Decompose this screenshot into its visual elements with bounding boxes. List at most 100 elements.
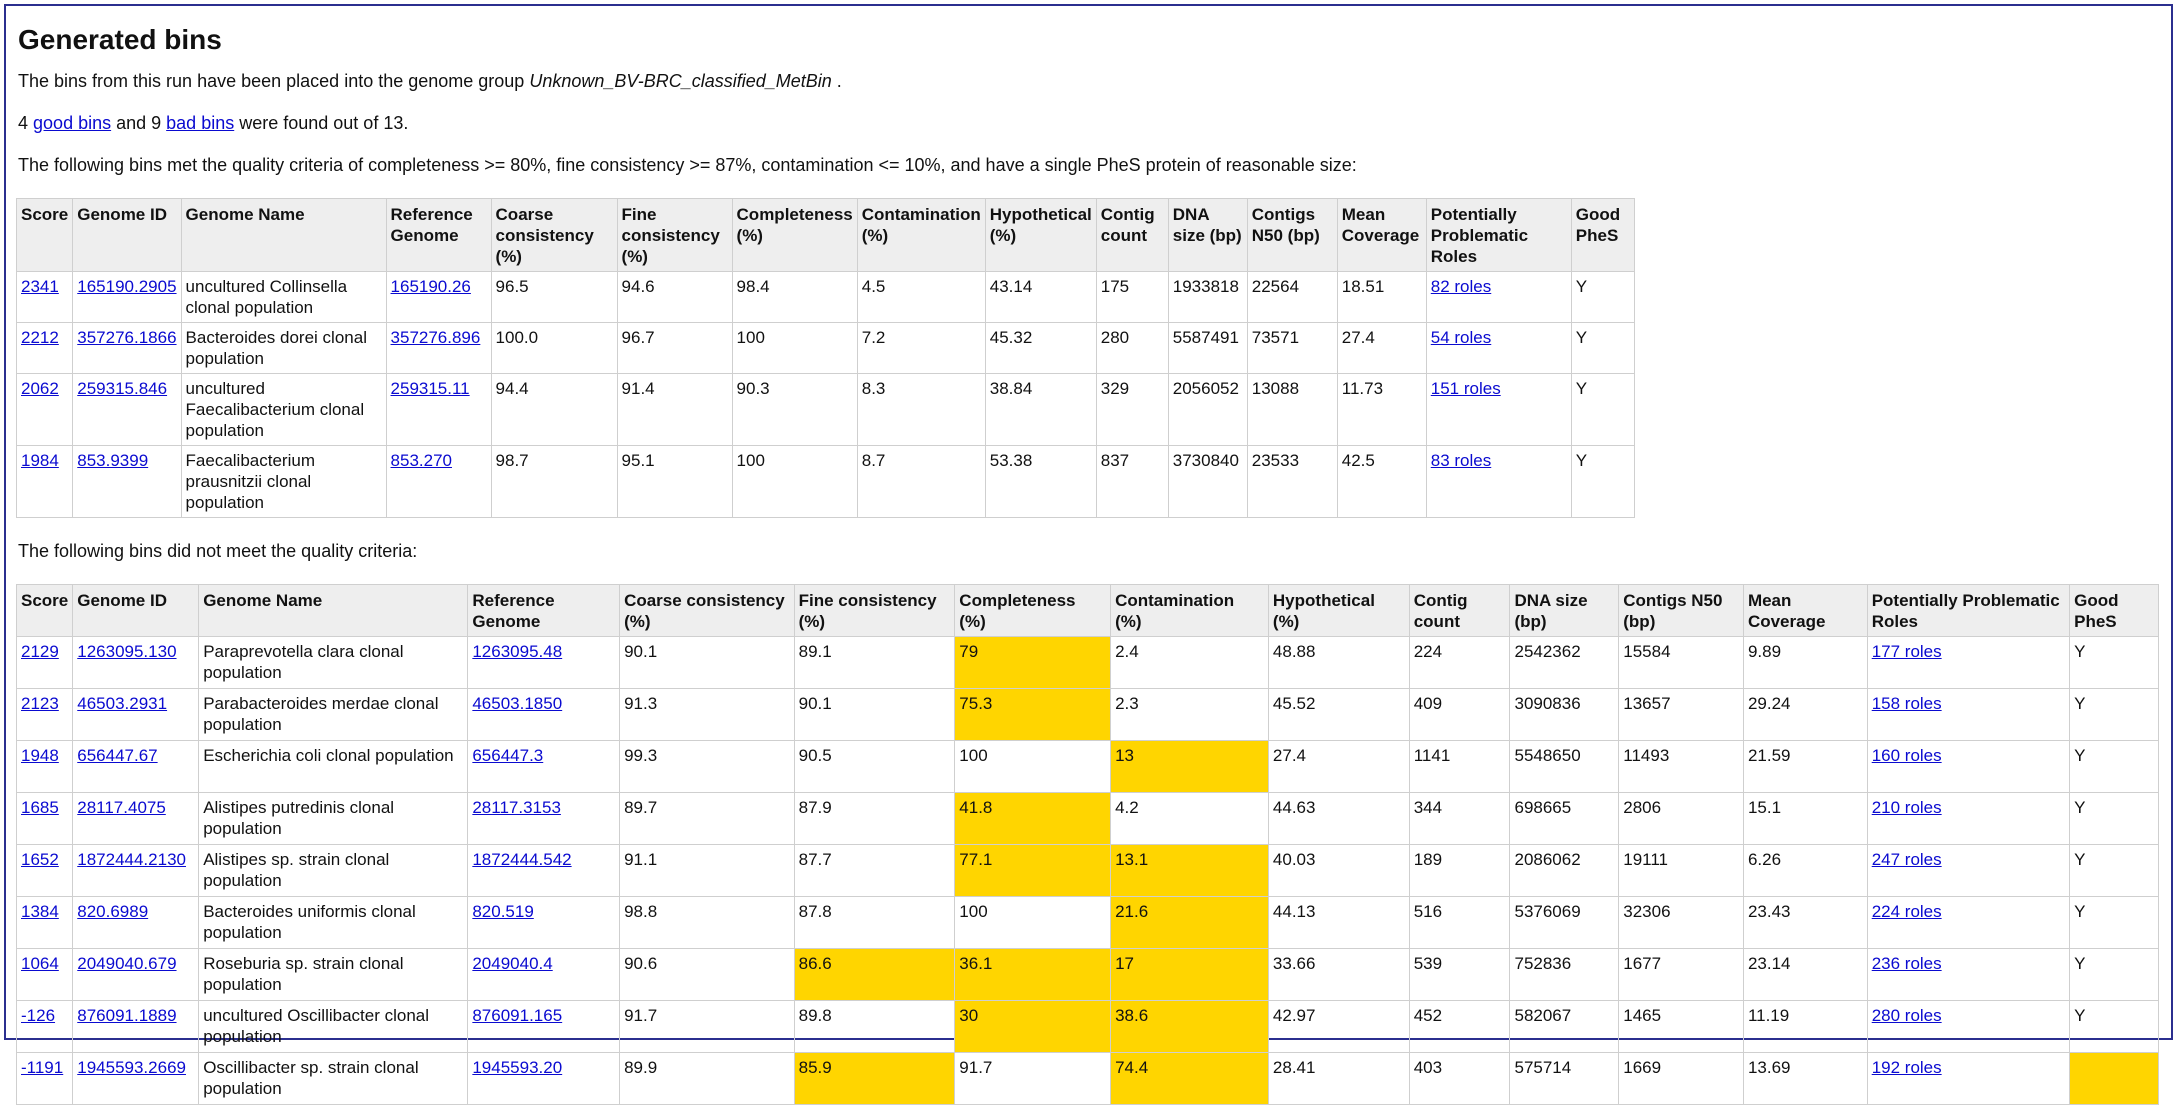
cell-problematic-roles[interactable]: 192 roles — [1866, 1052, 2071, 1105]
reference-genome-link[interactable]: 1872444.542 — [472, 850, 572, 869]
score-link[interactable]: 2123 — [21, 694, 59, 713]
cell-problematic-roles[interactable]: 82 roles — [1425, 271, 1572, 323]
good-bins-link[interactable]: good bins — [33, 113, 112, 133]
genome-id-link[interactable]: 1263095.130 — [77, 642, 177, 661]
cell-genome-id[interactable]: 876091.1889 — [72, 1000, 200, 1053]
cell-reference-genome[interactable]: 1945593.20 — [467, 1052, 621, 1105]
genome-id-link[interactable]: 820.6989 — [77, 902, 149, 921]
cell-genome-id[interactable]: 820.6989 — [72, 896, 200, 949]
cell-problematic-roles[interactable]: 160 roles — [1866, 740, 2071, 793]
cell-reference-genome[interactable]: 259315.11 — [385, 373, 492, 446]
problematic-roles-link[interactable]: 192 roles — [1871, 1058, 1942, 1077]
cell-score[interactable]: 1685 — [15, 792, 74, 845]
reference-genome-link[interactable]: 46503.1850 — [472, 694, 563, 713]
problematic-roles-link[interactable]: 82 roles — [1430, 277, 1492, 296]
cell-reference-genome[interactable]: 28117.3153 — [467, 792, 621, 845]
reference-genome-link[interactable]: 28117.3153 — [472, 798, 561, 817]
cell-problematic-roles[interactable]: 224 roles — [1866, 896, 2071, 949]
cell-reference-genome[interactable]: 1263095.48 — [467, 636, 621, 689]
cell-genome-id[interactable]: 1263095.130 — [72, 636, 200, 689]
cell-genome-id[interactable]: 357276.1866 — [72, 322, 182, 374]
cell-reference-genome[interactable]: 820.519 — [467, 896, 621, 949]
reference-genome-link[interactable]: 165190.26 — [390, 277, 471, 296]
reference-genome-link[interactable]: 2049040.4 — [472, 954, 553, 973]
score-link[interactable]: -1191 — [21, 1058, 64, 1077]
reference-genome-link[interactable]: 820.519 — [472, 902, 534, 921]
cell-reference-genome[interactable]: 853.270 — [385, 445, 492, 518]
genome-id-link[interactable]: 876091.1889 — [77, 1006, 177, 1025]
cell-score[interactable]: 1384 — [15, 896, 74, 949]
score-link[interactable]: 2129 — [21, 642, 59, 661]
cell-problematic-roles[interactable]: 177 roles — [1866, 636, 2071, 689]
cell-genome-id[interactable]: 28117.4075 — [72, 792, 200, 845]
problematic-roles-link[interactable]: 160 roles — [1871, 746, 1942, 765]
problematic-roles-link[interactable]: 83 roles — [1430, 451, 1492, 470]
cell-problematic-roles[interactable]: 83 roles — [1425, 445, 1572, 518]
genome-id-link[interactable]: 357276.1866 — [77, 328, 177, 347]
reference-genome-link[interactable]: 876091.165 — [472, 1006, 563, 1025]
cell-score[interactable]: 2212 — [15, 322, 74, 374]
cell-score[interactable]: 1984 — [15, 445, 74, 518]
score-link[interactable]: -126 — [21, 1006, 56, 1025]
genome-id-link[interactable]: 28117.4075 — [77, 798, 166, 817]
cell-reference-genome[interactable]: 1872444.542 — [467, 844, 621, 897]
cell-genome-id[interactable]: 1945593.2669 — [72, 1052, 200, 1105]
cell-score[interactable]: 1064 — [15, 948, 74, 1001]
genome-id-link[interactable]: 2049040.679 — [77, 954, 177, 973]
genome-id-link[interactable]: 853.9399 — [77, 451, 149, 470]
score-link[interactable]: 1685 — [21, 798, 59, 817]
score-link[interactable]: 1384 — [21, 902, 59, 921]
problematic-roles-link[interactable]: 236 roles — [1871, 954, 1942, 973]
cell-genome-id[interactable]: 656447.67 — [72, 740, 200, 793]
cell-problematic-roles[interactable]: 54 roles — [1425, 322, 1572, 374]
cell-score[interactable]: 2062 — [15, 373, 74, 446]
cell-genome-id[interactable]: 853.9399 — [72, 445, 182, 518]
cell-reference-genome[interactable]: 165190.26 — [385, 271, 492, 323]
score-link[interactable]: 1652 — [21, 850, 59, 869]
cell-score[interactable]: -1191 — [15, 1052, 74, 1105]
cell-genome-id[interactable]: 259315.846 — [72, 373, 182, 446]
problematic-roles-link[interactable]: 210 roles — [1871, 798, 1942, 817]
cell-reference-genome[interactable]: 2049040.4 — [467, 948, 621, 1001]
cell-reference-genome[interactable]: 357276.896 — [385, 322, 492, 374]
problematic-roles-link[interactable]: 54 roles — [1430, 328, 1492, 347]
genome-id-link[interactable]: 1945593.2669 — [77, 1058, 186, 1077]
score-link[interactable]: 2212 — [21, 328, 59, 347]
genome-id-link[interactable]: 656447.67 — [77, 746, 158, 765]
reference-genome-link[interactable]: 656447.3 — [472, 746, 544, 765]
score-link[interactable]: 2341 — [21, 277, 59, 296]
cell-genome-id[interactable]: 1872444.2130 — [72, 844, 200, 897]
cell-score[interactable]: 2129 — [15, 636, 74, 689]
cell-score[interactable]: 2341 — [15, 271, 74, 323]
score-link[interactable]: 1984 — [21, 451, 59, 470]
cell-score[interactable]: -126 — [15, 1000, 74, 1053]
cell-score[interactable]: 2123 — [15, 688, 74, 741]
cell-problematic-roles[interactable]: 151 roles — [1425, 373, 1572, 446]
reference-genome-link[interactable]: 1263095.48 — [472, 642, 563, 661]
bad-bins-link[interactable]: bad bins — [166, 113, 235, 133]
reference-genome-link[interactable]: 357276.896 — [390, 328, 481, 347]
reference-genome-link[interactable]: 853.270 — [390, 451, 452, 470]
cell-genome-id[interactable]: 165190.2905 — [72, 271, 182, 323]
genome-id-link[interactable]: 165190.2905 — [77, 277, 177, 296]
genome-id-link[interactable]: 46503.2931 — [77, 694, 168, 713]
genome-id-link[interactable]: 259315.846 — [77, 379, 168, 398]
problematic-roles-link[interactable]: 247 roles — [1871, 850, 1942, 869]
cell-reference-genome[interactable]: 876091.165 — [467, 1000, 621, 1053]
cell-problematic-roles[interactable]: 158 roles — [1866, 688, 2071, 741]
cell-problematic-roles[interactable]: 210 roles — [1866, 792, 2071, 845]
score-link[interactable]: 1948 — [21, 746, 59, 765]
problematic-roles-link[interactable]: 177 roles — [1871, 642, 1942, 661]
problematic-roles-link[interactable]: 280 roles — [1871, 1006, 1942, 1025]
cell-problematic-roles[interactable]: 280 roles — [1866, 1000, 2071, 1053]
cell-problematic-roles[interactable]: 236 roles — [1866, 948, 2071, 1001]
cell-score[interactable]: 1948 — [15, 740, 74, 793]
cell-problematic-roles[interactable]: 247 roles — [1866, 844, 2071, 897]
cell-reference-genome[interactable]: 656447.3 — [467, 740, 621, 793]
score-link[interactable]: 2062 — [21, 379, 59, 398]
reference-genome-link[interactable]: 1945593.20 — [472, 1058, 563, 1077]
cell-genome-id[interactable]: 46503.2931 — [72, 688, 200, 741]
cell-genome-id[interactable]: 2049040.679 — [72, 948, 200, 1001]
problematic-roles-link[interactable]: 158 roles — [1871, 694, 1942, 713]
problematic-roles-link[interactable]: 151 roles — [1430, 379, 1501, 398]
